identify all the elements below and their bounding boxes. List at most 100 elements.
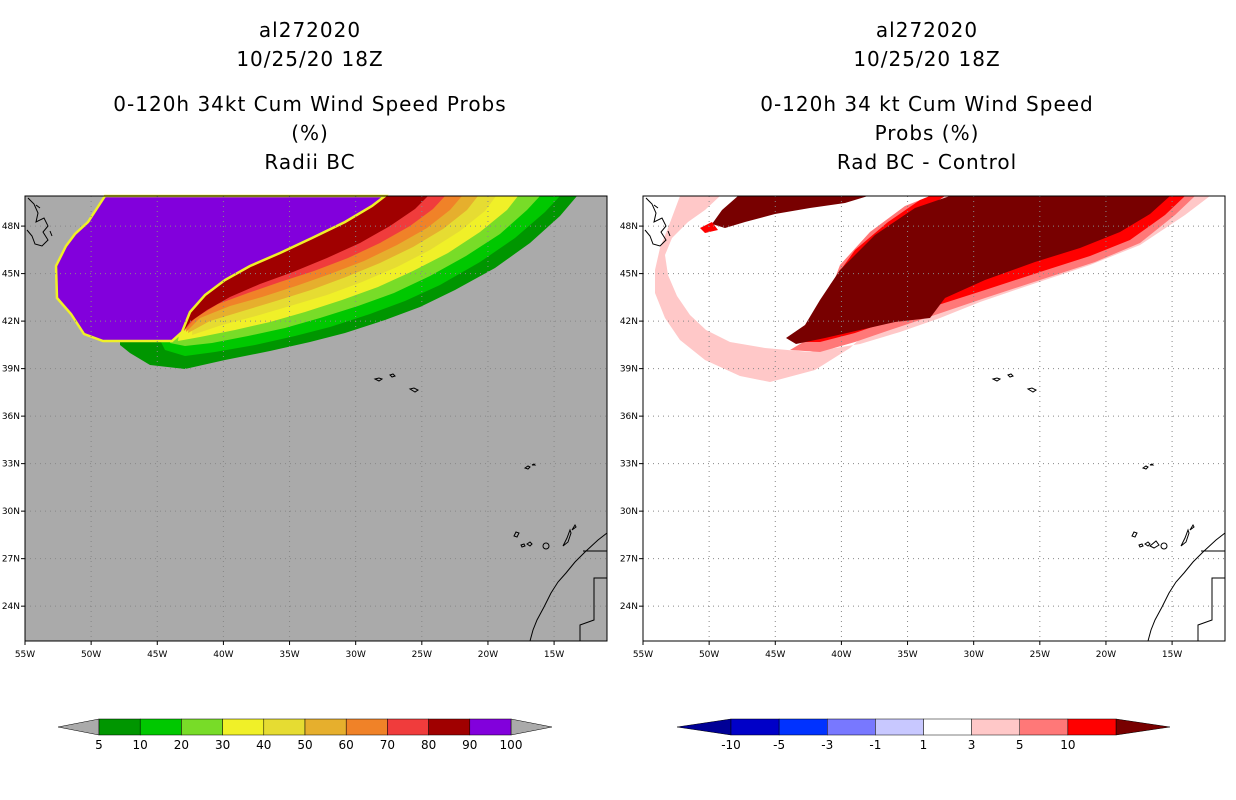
- left-africa-coastline: [529, 532, 608, 642]
- left-map-panel: 55W 50W 45W 40W 35W 30W 25W 20W 15W 24N 27N 30N 33N 3…: [2, 194, 608, 660]
- colorbar-label: 60: [339, 738, 354, 752]
- colorbar-swatch: [1067, 718, 1117, 736]
- left-newfoundland-coastline: [26, 197, 53, 247]
- colorbar-swatch: [181, 718, 223, 736]
- x-tick-label: 30W: [346, 650, 366, 660]
- colorbar-label: 100: [500, 738, 523, 752]
- right-title-block: al272020 10/25/20 18Z 0-120h 34 kt Cum W…: [727, 16, 1127, 177]
- colorbar-under-triangle: [57, 718, 100, 736]
- y-tick-label: 27N: [620, 555, 638, 565]
- x-tick-label: 15W: [1162, 650, 1182, 660]
- x-tick-label: 50W: [699, 650, 719, 660]
- right-africa-coastline: [1147, 532, 1226, 642]
- colorbar-swatch: [469, 718, 512, 736]
- left-map-frame: [24, 195, 608, 642]
- y-tick-label: 27N: [2, 555, 20, 565]
- left-colorbar: 5 10 20 30 40 50 60 70 80 90 100: [57, 718, 553, 752]
- colorbar-label: 30: [215, 738, 230, 752]
- y-tick-label: 30N: [620, 507, 638, 517]
- left-storm-id: al272020: [258, 18, 362, 42]
- colorbar-label: 40: [256, 738, 271, 752]
- colorbar-label: 80: [421, 738, 436, 752]
- y-tick-label: 36N: [620, 412, 638, 422]
- colorbar-label: 1: [920, 738, 928, 752]
- y-tick-label: 39N: [2, 365, 20, 375]
- colorbar-swatch: [827, 718, 876, 736]
- colorbar-label: 10: [1060, 738, 1075, 752]
- colorbar-label: -5: [773, 738, 785, 752]
- y-tick-label: 33N: [2, 460, 20, 470]
- colorbar-swatch: [139, 718, 182, 736]
- colorbar-label: 50: [297, 738, 312, 752]
- y-tick-label: 30N: [2, 507, 20, 517]
- left-product-title: 0-120h 34kt Cum Wind Speed Probs (%): [113, 92, 507, 145]
- colorbar-swatch: [1019, 718, 1069, 736]
- colorbar-label: 70: [380, 738, 395, 752]
- colorbar-swatch: [387, 718, 429, 736]
- colorbar-swatch: [263, 718, 306, 736]
- x-tick-label: 55W: [633, 650, 653, 660]
- right-product-title: 0-120h 34 kt Cum Wind Speed Probs (%): [760, 92, 1094, 145]
- colorbar-swatch: [222, 718, 265, 736]
- y-tick-label: 45N: [2, 270, 20, 280]
- colorbar-swatch: [778, 718, 828, 736]
- y-tick-label: 39N: [620, 365, 638, 375]
- left-subtitle: Radii BC: [264, 150, 356, 174]
- x-tick-label: 45W: [765, 650, 785, 660]
- left-canary-islands: [513, 523, 577, 550]
- y-tick-label: 48N: [2, 222, 20, 232]
- prob-band-90: [54, 194, 389, 343]
- colorbar-label: 90: [462, 738, 477, 752]
- left-init-time: 10/25/20 18Z: [236, 47, 384, 71]
- right-madeira-islands: [1141, 463, 1155, 470]
- x-tick-label: 50W: [81, 650, 101, 660]
- x-tick-label: 20W: [478, 650, 498, 660]
- colorbar-under-triangle: [676, 718, 732, 736]
- x-tick-label: 35W: [897, 650, 917, 660]
- x-tick-label: 35W: [279, 650, 299, 660]
- colorbar-label: 3: [968, 738, 976, 752]
- colorbar-over-triangle: [510, 718, 553, 736]
- y-tick-label: 36N: [2, 412, 20, 422]
- colorbar-swatch: [730, 718, 780, 736]
- diff-band-over-10-top: [712, 196, 868, 228]
- colorbar-swatch: [304, 718, 347, 736]
- colorbar-swatch: [428, 718, 471, 736]
- colorbar-swatch: [98, 718, 141, 736]
- right-subtitle: Rad BC - Control: [836, 150, 1018, 174]
- diff-band-over-10: [786, 196, 1170, 344]
- x-tick-label: 15W: [544, 650, 564, 660]
- right-init-time: 10/25/20 18Z: [853, 47, 1001, 71]
- y-tick-label: 45N: [620, 270, 638, 280]
- left-title-block: al272020 10/25/20 18Z 0-120h 34kt Cum Wi…: [110, 16, 510, 177]
- x-tick-label: 25W: [412, 650, 432, 660]
- colorbar-swatch: [971, 718, 1020, 736]
- y-tick-label: 42N: [620, 317, 638, 327]
- x-tick-label: 55W: [15, 650, 35, 660]
- right-canary-islands: [1131, 523, 1195, 550]
- left-axis-ticks: 55W 50W 45W 40W 35W 30W 25W 20W 15W 24N 27N 30N 33N 3…: [2, 222, 565, 660]
- x-tick-label: 20W: [1096, 650, 1116, 660]
- left-grid-lines: [25, 196, 607, 641]
- x-tick-label: 40W: [213, 650, 233, 660]
- right-map-frame: [642, 195, 1226, 642]
- colorbar-label: 5: [1016, 738, 1024, 752]
- colorbar-label: -10: [721, 738, 741, 752]
- left-azores-islands: [373, 373, 419, 393]
- x-tick-label: 45W: [147, 650, 167, 660]
- x-tick-label: 40W: [831, 650, 851, 660]
- y-tick-label: 42N: [2, 317, 20, 327]
- right-azores-islands: [991, 373, 1037, 393]
- right-colorbar: -10 -5 -3 -1 1 3 5 10: [676, 718, 1171, 752]
- x-tick-label: 25W: [1030, 650, 1050, 660]
- right-grid-lines: [643, 196, 1225, 641]
- colorbar-swatch: [875, 718, 924, 736]
- y-tick-label: 33N: [620, 460, 638, 470]
- right-storm-id: al272020: [875, 18, 979, 42]
- colorbar-label: -3: [821, 738, 833, 752]
- y-tick-label: 24N: [2, 602, 20, 612]
- x-tick-label: 30W: [964, 650, 984, 660]
- colorbar-swatch: [923, 718, 972, 736]
- colorbar-label: -1: [869, 738, 881, 752]
